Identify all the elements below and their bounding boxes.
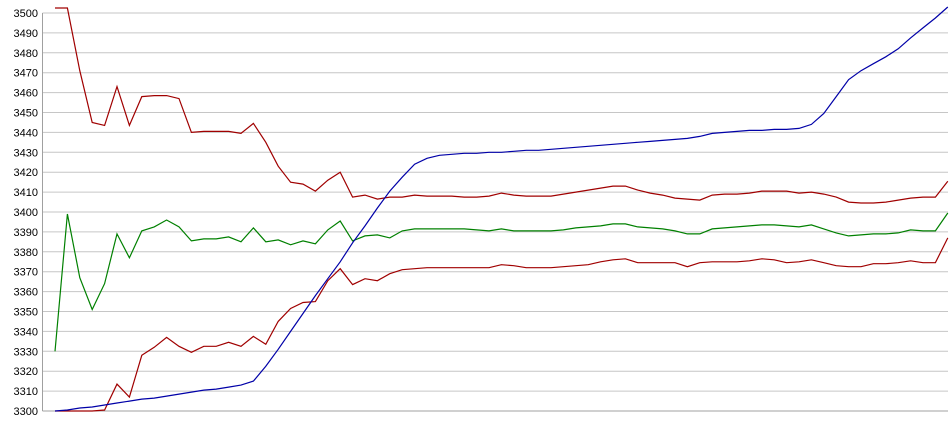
y-axis-tick-label: 3400 — [14, 207, 38, 219]
y-axis-tick-label: 3310 — [14, 386, 38, 398]
series-2-blue-line — [54, 6, 949, 412]
y-axis-tick-label: 3410 — [14, 187, 38, 199]
y-axis-tick-label: 3340 — [14, 326, 38, 338]
y-axis-tick-label: 3440 — [14, 127, 38, 139]
y-axis-tick-label: 3360 — [14, 287, 38, 299]
y-axis-tick-label: 3370 — [14, 267, 38, 279]
y-axis-tick-label: 3430 — [14, 147, 38, 159]
y-axis-tick-label: 3450 — [14, 108, 38, 120]
y-axis-tick-label: 3300 — [14, 406, 38, 418]
y-axis-tick-label: 3330 — [14, 346, 38, 358]
y-axis-tick-label: 3350 — [14, 307, 38, 319]
y-axis-tick-label: 3460 — [14, 88, 38, 100]
series-4-dark-red-lower-line — [55, 237, 949, 412]
gridlines — [42, 12, 948, 412]
series-1-dark-red-upper-line — [55, 7, 949, 204]
y-axis-tick-label: 3490 — [14, 28, 38, 40]
y-axis-tick-label: 3390 — [14, 227, 38, 239]
series-3-green-line — [54, 212, 949, 352]
y-axis-tick-label: 3380 — [14, 247, 38, 259]
y-axis-tick-label: 3480 — [14, 48, 38, 60]
y-axis-tick-label: 3470 — [14, 68, 38, 80]
y-axis-tick-label: 3320 — [14, 366, 38, 378]
y-axis-tick-label: 3500 — [14, 8, 38, 20]
y-axis-tick-label: 3420 — [14, 167, 38, 179]
y-axis-labels: 3500 3490 3480 3470 3460 3450 3440 3430 3420 3410… — [14, 8, 38, 418]
